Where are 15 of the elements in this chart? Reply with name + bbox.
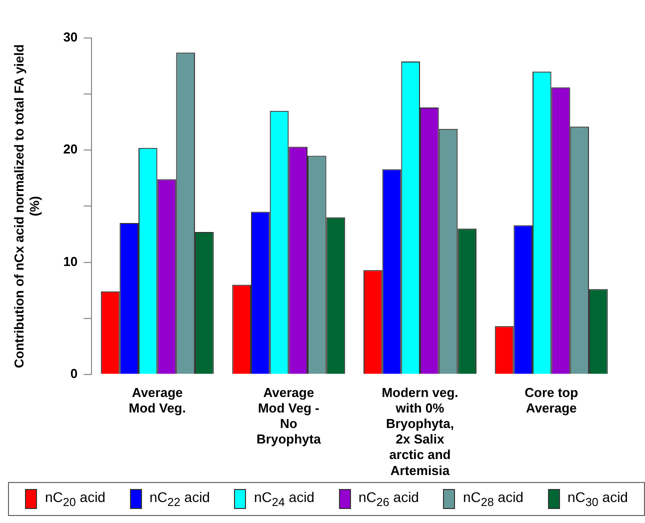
y-tick-label: 10 (63, 254, 78, 269)
legend-label: nC$_{26}$ acid (358, 489, 419, 509)
legend-label: nC$_{24}$ acid (254, 489, 314, 509)
legend-label: nC$_{28}$ acid (463, 489, 524, 509)
x-tick-label: Average Mod Veg - No Bryophyta (256, 384, 322, 447)
legend-label: nC$_{20}$ acid (45, 489, 106, 509)
y-tick-label: 0 (70, 366, 78, 381)
x-tick-label: Core top Average (524, 384, 578, 416)
x-tick-label: Average Mod Veg. (128, 384, 186, 416)
x-tick-label: Modern veg. with 0% Bryophyta, 2x Salix arctic and Artemisia (382, 384, 458, 478)
y-tick-label: 20 (63, 142, 78, 157)
y-tick-label: 30 (63, 30, 78, 45)
legend-label: nC$_{22}$ acid (150, 489, 210, 509)
y-axis-title: Contribution of nCx acid normalized to total FA yield (%) (11, 44, 42, 368)
legend-label: nC$_{30}$ acid (568, 489, 628, 509)
